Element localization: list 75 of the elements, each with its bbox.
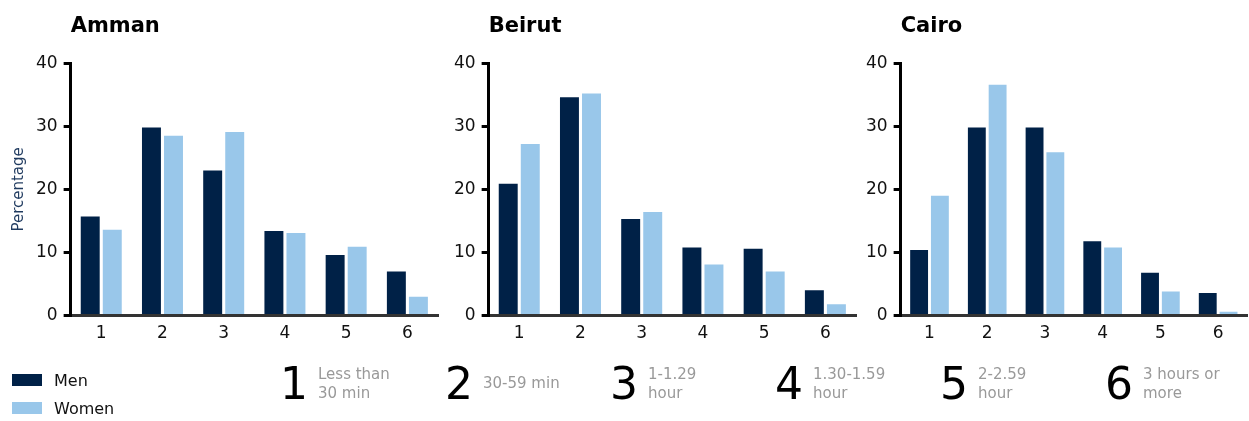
bar bbox=[559, 97, 579, 315]
x-tick-label: 3 bbox=[1039, 322, 1051, 343]
bar bbox=[930, 195, 949, 315]
x-tick-label: 5 bbox=[340, 322, 352, 343]
y-tick-label: 40 bbox=[35, 51, 58, 72]
y-tick-label: 0 bbox=[876, 304, 888, 325]
bar bbox=[347, 246, 367, 315]
bar bbox=[704, 264, 724, 315]
chart-title: Beirut bbox=[488, 13, 562, 38]
bar bbox=[102, 229, 122, 315]
y-tick-label: 10 bbox=[865, 240, 888, 261]
bar bbox=[520, 143, 540, 315]
bar bbox=[967, 127, 986, 315]
y-tick-label: 30 bbox=[865, 114, 888, 135]
chart-title: Cairo bbox=[900, 13, 963, 38]
x-tick-label: 1 bbox=[95, 322, 107, 343]
bar bbox=[164, 135, 183, 315]
bar bbox=[325, 255, 345, 315]
bar bbox=[408, 296, 428, 315]
bar bbox=[1104, 247, 1123, 315]
bar bbox=[643, 212, 663, 315]
bar bbox=[765, 271, 785, 315]
y-tick-label: 10 bbox=[453, 240, 476, 261]
legend-label: Women bbox=[54, 398, 115, 418]
bar bbox=[286, 232, 306, 315]
x-tick-label: 3 bbox=[218, 322, 230, 343]
chart-title: Amman bbox=[70, 13, 160, 38]
x-tick-label: 1 bbox=[924, 322, 935, 343]
x-tick-label: 2 bbox=[157, 322, 168, 343]
x-tick-label: 4 bbox=[1097, 322, 1109, 343]
y-tick-label: 40 bbox=[865, 51, 888, 72]
x-tick-label: 2 bbox=[981, 322, 993, 343]
y-tick-label: 30 bbox=[35, 114, 58, 135]
bar bbox=[1198, 292, 1217, 315]
x-tick-label: 1 bbox=[513, 322, 525, 343]
bar bbox=[498, 183, 518, 315]
y-tick-label: 20 bbox=[865, 177, 888, 198]
bar bbox=[826, 304, 846, 315]
bar bbox=[582, 93, 601, 315]
x-tick-label: 6 bbox=[401, 322, 413, 343]
bar bbox=[1083, 241, 1102, 315]
bar bbox=[1141, 272, 1159, 315]
x-tick-label: 5 bbox=[758, 322, 770, 343]
bar bbox=[804, 290, 824, 315]
x-tick-label: 4 bbox=[279, 322, 291, 343]
x-tick-label: 6 bbox=[1212, 322, 1224, 343]
x-tick-label: 2 bbox=[575, 322, 586, 343]
bar bbox=[1046, 152, 1065, 315]
y-tick-label: 0 bbox=[464, 304, 476, 325]
y-tick-label: 40 bbox=[453, 51, 476, 72]
bar bbox=[910, 249, 929, 315]
bar bbox=[621, 219, 641, 315]
bar bbox=[80, 216, 100, 315]
y-tick-label: 30 bbox=[453, 114, 476, 135]
bar bbox=[743, 248, 763, 315]
y-axis-title: Percentage bbox=[8, 147, 27, 232]
bar bbox=[225, 131, 245, 315]
x-tick-label: 5 bbox=[1154, 322, 1166, 343]
y-tick-label: 20 bbox=[35, 177, 58, 198]
bar bbox=[1161, 291, 1180, 315]
legend-label: Men bbox=[54, 370, 88, 390]
bar bbox=[264, 231, 284, 315]
y-tick-label: 20 bbox=[453, 177, 476, 198]
bar bbox=[203, 170, 223, 315]
bar bbox=[988, 84, 1007, 315]
bar bbox=[386, 271, 406, 315]
x-tick-label: 6 bbox=[819, 322, 831, 343]
text: 2 30-59 min bbox=[445, 358, 561, 409]
bar bbox=[682, 247, 702, 315]
y-tick-label: 0 bbox=[46, 304, 58, 325]
y-tick-label: 10 bbox=[35, 240, 58, 261]
bar bbox=[141, 127, 161, 315]
x-tick-label: 4 bbox=[697, 322, 709, 343]
x-tick-label: 3 bbox=[636, 322, 648, 343]
bar bbox=[1025, 127, 1044, 315]
